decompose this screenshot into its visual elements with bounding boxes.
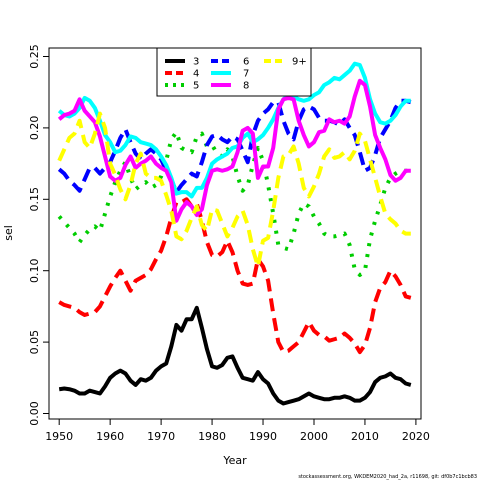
- series-line-7: [57, 61, 411, 199]
- legend-label: 9+: [292, 57, 307, 68]
- y-tick-label: 0.10: [28, 258, 41, 283]
- y-axis-title: sel: [2, 225, 15, 241]
- legend: 345 678 9+: [156, 47, 312, 97]
- series-line-8: [57, 78, 411, 223]
- x-tick-label: 1970: [147, 430, 175, 443]
- x-axis: 1950 1960 1970 1980 1990 2000 2010 2020: [45, 419, 430, 443]
- legend-label: 7: [243, 69, 249, 80]
- x-axis-title: Year: [222, 454, 247, 467]
- legend-label: 4: [193, 69, 199, 80]
- series-line-3: [58, 305, 412, 406]
- series-line-4: [58, 197, 412, 355]
- legend-label: 8: [243, 81, 249, 92]
- y-tick-label: 0.25: [28, 44, 41, 69]
- x-tick-label: 2000: [300, 430, 328, 443]
- series-line-6: [57, 98, 412, 195]
- x-tick-label: 2020: [402, 430, 430, 443]
- y-tick-label: 0.20: [28, 116, 41, 140]
- x-tick-label: 1980: [198, 430, 226, 443]
- y-tick-label: 0.15: [28, 187, 41, 212]
- x-tick-label: 1960: [96, 430, 124, 443]
- y-axis: 0.00 0.05 0.10 0.15 0.20 0.25: [28, 44, 49, 426]
- x-tick-label: 2010: [351, 430, 379, 443]
- plot-lines: [57, 61, 412, 406]
- legend-label: 5: [193, 81, 199, 92]
- x-tick-label: 1990: [249, 430, 277, 443]
- footer-credit: stockassessment.org, WKDEM2020_had_2a, r…: [298, 474, 477, 480]
- series-line-9plus: [57, 111, 411, 269]
- legend-label: 3: [193, 57, 199, 68]
- y-tick-label: 0.05: [28, 330, 41, 355]
- x-tick-label: 1950: [45, 430, 73, 443]
- legend-label: 6: [243, 57, 249, 68]
- y-tick-label: 0.00: [28, 401, 41, 426]
